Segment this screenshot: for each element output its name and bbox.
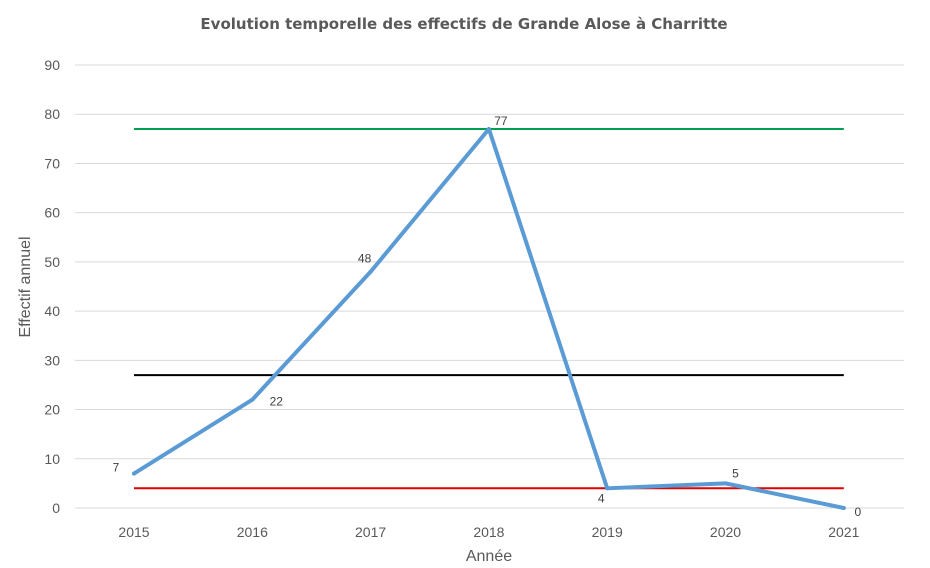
y-tick-label: 90 (44, 57, 60, 73)
data-point (250, 397, 255, 402)
data-point (368, 269, 373, 274)
grid (75, 64, 904, 509)
x-tick-label: 2021 (828, 524, 859, 540)
x-tick-label: 2015 (118, 524, 149, 540)
x-tick-label: 2019 (592, 524, 623, 540)
data-label: 5 (732, 466, 739, 480)
y-tick-label: 70 (44, 155, 60, 171)
chart-title: Evolution temporelle des effectifs de Gr… (200, 15, 727, 33)
y-axis-label: Effectif annuel (17, 236, 34, 337)
x-tick-labels: 2015 2016 2017 2018 2019 2020 2021 (118, 524, 859, 540)
data-labels: 7 22 48 77 4 5 0 (113, 114, 862, 519)
series-group (132, 126, 846, 510)
y-tick-label: 60 (44, 205, 60, 221)
data-point (723, 481, 728, 486)
data-point (605, 486, 610, 491)
data-point (841, 506, 846, 510)
data-label: 22 (270, 395, 284, 409)
reference-lines (134, 127, 844, 490)
data-point (486, 126, 491, 131)
y-tick-label: 10 (44, 451, 60, 467)
data-label: 48 (358, 252, 372, 266)
y-tick-label: 30 (44, 352, 60, 368)
x-tick-label: 2018 (473, 524, 504, 540)
y-tick-label: 50 (44, 254, 60, 270)
y-tick-label: 0 (52, 500, 60, 516)
y-tick-label: 20 (44, 402, 60, 418)
y-tick-labels: 0 10 20 30 40 50 60 70 80 90 (44, 57, 60, 516)
x-axis-label: Année (466, 548, 512, 565)
data-label: 77 (494, 114, 508, 128)
data-label: 7 (113, 461, 120, 475)
x-tick-label: 2020 (710, 524, 741, 540)
data-point (132, 471, 136, 476)
data-label: 4 (598, 491, 605, 505)
y-tick-label: 80 (44, 106, 60, 122)
x-tick-label: 2017 (355, 524, 386, 540)
x-tick-label: 2016 (237, 524, 268, 540)
series-line (132, 126, 846, 510)
y-tick-label: 40 (44, 303, 60, 319)
data-label: 0 (854, 505, 861, 519)
